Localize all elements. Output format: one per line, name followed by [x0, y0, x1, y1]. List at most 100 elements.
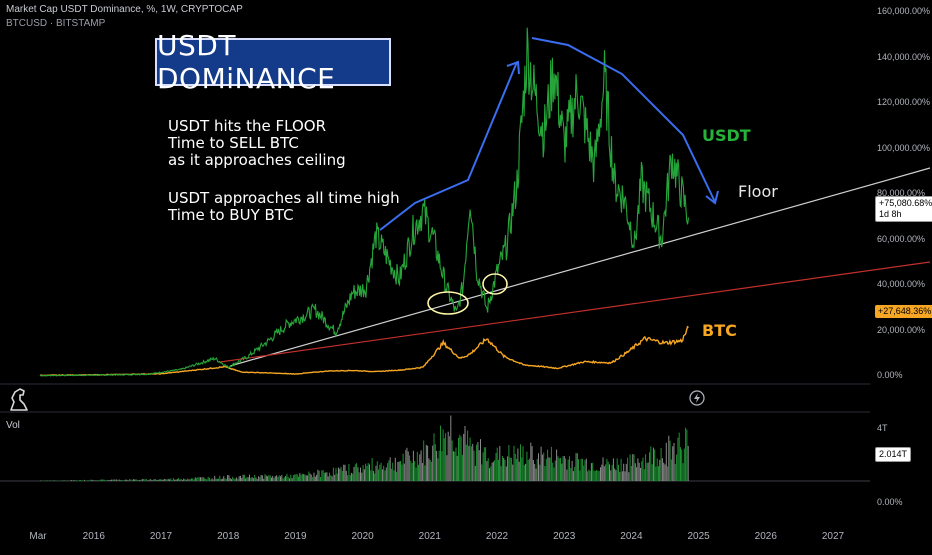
- volume-bar: [419, 454, 421, 481]
- lightning-icon[interactable]: [689, 390, 705, 406]
- x-axis-tick-label: 2020: [351, 531, 374, 542]
- volume-bar: [147, 480, 149, 481]
- volume-pane-label[interactable]: Vol: [6, 420, 20, 431]
- chart-header-title[interactable]: Market Cap USDT Dominance, %, 1W, CRYPTO…: [6, 4, 243, 15]
- volume-bar: [600, 467, 601, 481]
- volume-bar: [290, 474, 292, 481]
- volume-bar: [59, 480, 61, 481]
- volume-bar: [610, 470, 612, 481]
- note-sell: USDT hits the FLOOR Time to SELL BTC as …: [168, 118, 346, 169]
- volume-bar: [485, 447, 487, 481]
- volume-bar: [628, 472, 630, 481]
- volume-bar: [117, 480, 119, 481]
- volume-bar: [40, 480, 41, 481]
- volume-bar: [522, 446, 524, 481]
- volume-bar: [638, 462, 640, 481]
- volume-bar: [100, 479, 102, 481]
- volume-bar: [589, 470, 591, 481]
- volume-bar: [334, 474, 336, 481]
- volume-bar: [153, 479, 155, 481]
- volume-bar: [668, 435, 670, 481]
- volume-bar: [289, 478, 290, 481]
- usdt-price-tag: +75,080.68% 1d 8h: [875, 196, 932, 222]
- volume-bar: [162, 479, 164, 481]
- volume-bar: [464, 426, 466, 481]
- volume-bar: [455, 447, 457, 481]
- volume-bar: [673, 443, 675, 481]
- volume-bar: [492, 461, 494, 481]
- volume-bar: [170, 478, 172, 481]
- volume-bar: [585, 458, 587, 481]
- volume-bar: [323, 472, 325, 481]
- floor-label: Floor: [738, 182, 778, 201]
- volume-bar: [513, 445, 515, 481]
- x-axis-tick-label: 2021: [418, 531, 441, 542]
- volume-bar: [188, 479, 190, 481]
- ceiling-arrow-left-head: [506, 60, 520, 75]
- volume-bar: [514, 453, 516, 481]
- volume-bar: [107, 479, 109, 481]
- volume-bar: [108, 480, 110, 481]
- volume-bar: [641, 461, 643, 481]
- volume-bar: [264, 474, 266, 481]
- volume-bar: [187, 478, 189, 481]
- volume-bar: [445, 433, 447, 481]
- volume-bar: [160, 479, 161, 481]
- btc-trendline: [219, 261, 931, 363]
- x-axis-tick-label: 2027: [821, 531, 845, 542]
- volume-bar: [375, 465, 377, 481]
- volume-bar: [171, 479, 173, 481]
- volume-bar: [305, 475, 307, 481]
- volume-bar: [240, 475, 241, 481]
- btc-series-line: [39, 325, 689, 377]
- volume-bar: [450, 415, 452, 481]
- volume-bar: [560, 457, 561, 481]
- volume-bar: [400, 460, 401, 481]
- volume-bar: [83, 479, 85, 481]
- volume-bar: [563, 456, 565, 481]
- volume-bar: [72, 480, 74, 481]
- volume-bar: [148, 480, 150, 481]
- volume-bar: [228, 475, 230, 481]
- volume-bar: [539, 464, 541, 481]
- volume-bar: [659, 459, 661, 481]
- x-axis-tick-label: 2025: [687, 531, 710, 542]
- chart-header-compare[interactable]: BTCUSD · BITSTAMP: [6, 18, 106, 29]
- volume-bar: [548, 457, 550, 481]
- volume-bar: [394, 457, 396, 481]
- volume-bar: [103, 479, 105, 481]
- volume-bar: [321, 470, 323, 481]
- volume-bar: [260, 475, 262, 481]
- dino-logo-icon[interactable]: [8, 386, 30, 412]
- volume-bar: [385, 467, 387, 481]
- volume-bar: [614, 468, 616, 481]
- volume-bar: [237, 478, 239, 481]
- volume-bar: [330, 475, 332, 481]
- volume-bar: [592, 462, 594, 481]
- volume-bar: [499, 445, 501, 481]
- volume-bar: [486, 461, 488, 481]
- volume-bar: [579, 470, 581, 481]
- volume-bar: [136, 479, 138, 481]
- volume-bar: [71, 480, 72, 481]
- volume-bar: [566, 469, 568, 481]
- volume-bar: [311, 474, 312, 481]
- volume-bar: [588, 469, 590, 481]
- volume-bar: [231, 479, 232, 481]
- volume-bar: [218, 478, 220, 481]
- volume-bar: [184, 479, 186, 481]
- volume-bar: [194, 477, 196, 481]
- btc-series-label: BTC: [702, 321, 737, 340]
- volume-bar: [280, 476, 281, 481]
- volume-bar: [46, 480, 48, 481]
- volume-bar: [629, 454, 631, 481]
- volume-bar: [165, 479, 167, 481]
- volume-bar: [594, 470, 596, 481]
- volume-bar: [421, 463, 423, 481]
- x-axis-tick-label: Mar: [29, 531, 47, 542]
- volume-bar: [292, 475, 294, 481]
- volume-bar: [362, 465, 364, 481]
- volume-bar: [201, 477, 203, 481]
